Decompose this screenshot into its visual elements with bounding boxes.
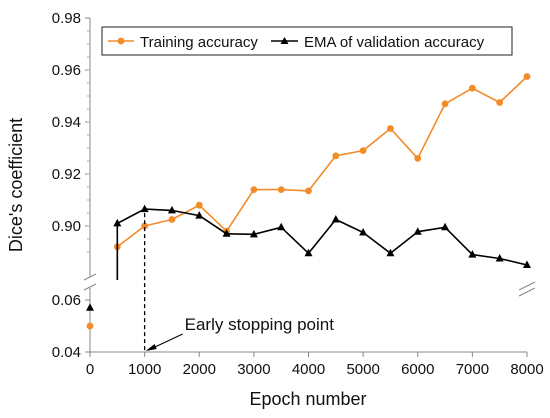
data-point bbox=[523, 260, 531, 268]
data-point bbox=[331, 215, 340, 223]
series-training-accuracy bbox=[86, 73, 531, 330]
data-point bbox=[113, 218, 122, 227]
series-line-segment bbox=[444, 87, 473, 105]
data-point bbox=[249, 229, 258, 238]
series-layer bbox=[86, 73, 531, 330]
data-point bbox=[141, 222, 149, 230]
series-line-segment bbox=[389, 127, 419, 159]
data-point bbox=[414, 155, 422, 162]
axis-break-mark bbox=[83, 283, 97, 291]
x-tick-label: 0 bbox=[86, 361, 94, 378]
series-line-segment bbox=[389, 231, 419, 254]
data-point bbox=[386, 248, 395, 257]
data-point bbox=[413, 227, 422, 235]
series-line-segment bbox=[472, 87, 501, 104]
legend: Training accuracy EMA of validation accu… bbox=[101, 26, 513, 56]
series-line-segment bbox=[335, 149, 364, 157]
data-point bbox=[168, 216, 176, 223]
data-point bbox=[305, 187, 312, 195]
data-point bbox=[277, 186, 285, 194]
data-point bbox=[523, 73, 531, 80]
x-tick-label: 3000 bbox=[237, 361, 270, 378]
y-tick-label: 0.92 bbox=[52, 166, 81, 183]
series-ema-validation-accuracy bbox=[86, 204, 531, 311]
series-line-segment bbox=[253, 226, 282, 236]
x-axis-title: Epoch number bbox=[249, 389, 366, 409]
annotation-label: Early stopping point bbox=[185, 315, 335, 334]
series-line-segment bbox=[307, 155, 337, 192]
series-line-segment bbox=[226, 233, 254, 236]
series-line-segment bbox=[198, 214, 228, 235]
series-line-segment bbox=[144, 218, 173, 227]
y-tick-label: 0.04 bbox=[52, 344, 81, 361]
x-tick-label: 6000 bbox=[401, 361, 434, 378]
series-line-segment bbox=[280, 226, 310, 254]
data-point bbox=[195, 211, 204, 219]
series-line-segment bbox=[281, 188, 309, 192]
series-line-segment bbox=[225, 189, 255, 232]
y-tick-label: 0.96 bbox=[52, 62, 81, 79]
series-line-segment bbox=[362, 127, 391, 152]
data-point bbox=[250, 186, 258, 194]
y-tick-label: 0.94 bbox=[52, 114, 81, 131]
legend-label-training: Training accuracy bbox=[140, 34, 258, 51]
y-axis-title: Dice's coefficient bbox=[6, 118, 26, 252]
series-line-segment bbox=[116, 208, 145, 225]
series-line-segment bbox=[116, 225, 146, 248]
series-line-segment bbox=[144, 208, 172, 212]
x-tick-label: 5000 bbox=[346, 361, 379, 378]
series-line-segment bbox=[362, 231, 391, 254]
data-point bbox=[86, 322, 94, 330]
data-point bbox=[332, 152, 340, 160]
data-point bbox=[441, 100, 449, 108]
axis-break-mark bbox=[83, 273, 97, 281]
early-stopping-annotation: Early stopping point bbox=[143, 213, 335, 352]
x-tick-label: 1000 bbox=[128, 361, 161, 378]
x-tick-label: 8000 bbox=[510, 361, 543, 378]
series-line-segment bbox=[335, 218, 364, 234]
data-point bbox=[222, 229, 231, 237]
data-point bbox=[277, 222, 286, 231]
data-point bbox=[496, 99, 504, 106]
axis-break-mark bbox=[518, 287, 536, 297]
data-point bbox=[304, 248, 313, 257]
data-point bbox=[140, 204, 149, 213]
data-point bbox=[195, 201, 203, 209]
legend-box bbox=[101, 26, 513, 56]
y-tick-label: 0.06 bbox=[52, 292, 81, 309]
x-tick-label: 2000 bbox=[183, 361, 216, 378]
series-line-segment bbox=[499, 257, 528, 266]
series-line-segment bbox=[171, 209, 200, 217]
y-tick-label: 0.90 bbox=[52, 218, 81, 235]
annotation-arrowhead bbox=[145, 344, 157, 351]
x-tick-label: 7000 bbox=[456, 361, 489, 378]
series-line-segment bbox=[417, 103, 446, 159]
legend-marker-ema bbox=[280, 37, 289, 44]
legend-label-ema: EMA of validation accuracy bbox=[304, 34, 485, 51]
axis-break-mark bbox=[518, 281, 536, 291]
axes: 0.90 0.92 0.94 0.96 0.98 0.04 0.06 0 1000 2000 300… bbox=[52, 10, 544, 378]
data-point bbox=[387, 125, 394, 132]
data-point bbox=[86, 303, 94, 311]
series-line-segment bbox=[499, 75, 528, 104]
x-tick-label: 4000 bbox=[292, 361, 325, 378]
data-point bbox=[441, 222, 450, 231]
data-point bbox=[167, 205, 176, 214]
series-line-segment bbox=[307, 218, 337, 254]
data-point bbox=[495, 254, 504, 262]
data-point bbox=[359, 228, 368, 236]
legend-marker-training bbox=[117, 37, 125, 45]
series-line-segment bbox=[198, 204, 228, 232]
data-point bbox=[359, 147, 367, 155]
series-line-segment bbox=[472, 253, 500, 260]
data-point bbox=[468, 84, 476, 92]
y-tick-label: 0.98 bbox=[52, 10, 81, 27]
data-point bbox=[468, 250, 477, 258]
series-line-segment bbox=[444, 226, 473, 256]
series-line-segment bbox=[417, 226, 446, 233]
